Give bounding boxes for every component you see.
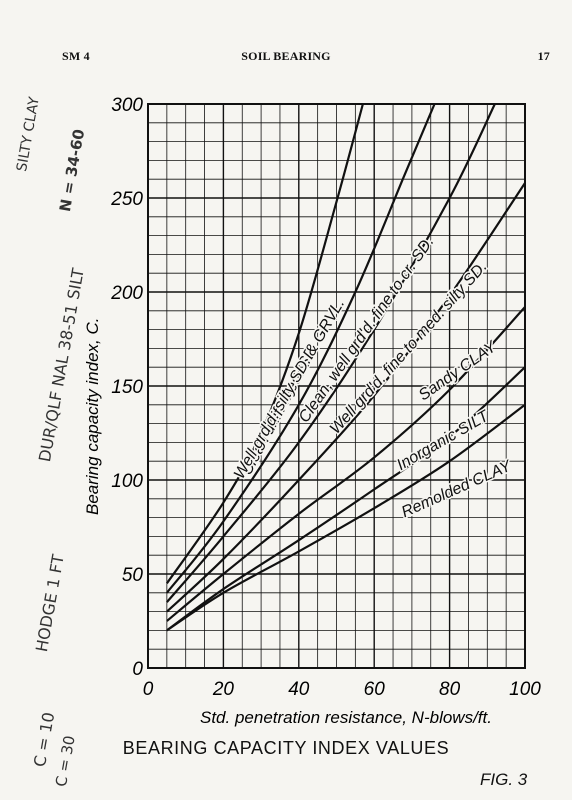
plot-frame [147,103,526,669]
x-tick-label: 100 [509,679,541,700]
x-tick-label: 80 [439,679,461,700]
chart-series-labels: Clean unif. med. SD.Well grd'd. silty SD… [229,232,516,523]
y-tick-label: 200 [110,283,143,304]
y-tick-label: 250 [110,189,143,210]
chart-series [165,103,526,632]
x-tick-label: 60 [364,679,386,700]
y-tick-label: 300 [111,95,143,116]
header-title: SOIL BEARING [241,49,331,63]
series-line [165,103,364,585]
series-line [166,306,526,622]
y-tick-label: 50 [122,565,144,586]
series-label: Remolded CLAY [399,457,515,521]
series-label: Sandy CLAY [416,338,501,405]
series-line [165,103,436,594]
x-tick-label: 20 [212,679,235,700]
y-tick-label: 0 [132,659,143,680]
header-section-code: SM 4 [62,49,90,63]
series-line [166,182,526,613]
x-tick-label: 40 [288,679,310,700]
y-tick-label: 150 [111,377,143,398]
y-tick-label: 100 [111,471,143,492]
page-number: 17 [537,49,550,63]
figure-number: FIG. 3 [480,770,528,789]
x-tick-label: 0 [143,679,154,700]
figure-title: BEARING CAPACITY INDEX VALUES [122,738,450,758]
x-axis-label: Std. penetration resistance, N-blows/ft. [200,708,492,727]
series-line [166,366,526,632]
series-line [166,403,526,632]
y-axis-label: Bearing capacity index, C. [83,318,102,516]
series-line [166,103,496,603]
chart-ticks: 0 20 40 60 80 100 0 50 100 150 200 250 300 [110,95,541,700]
